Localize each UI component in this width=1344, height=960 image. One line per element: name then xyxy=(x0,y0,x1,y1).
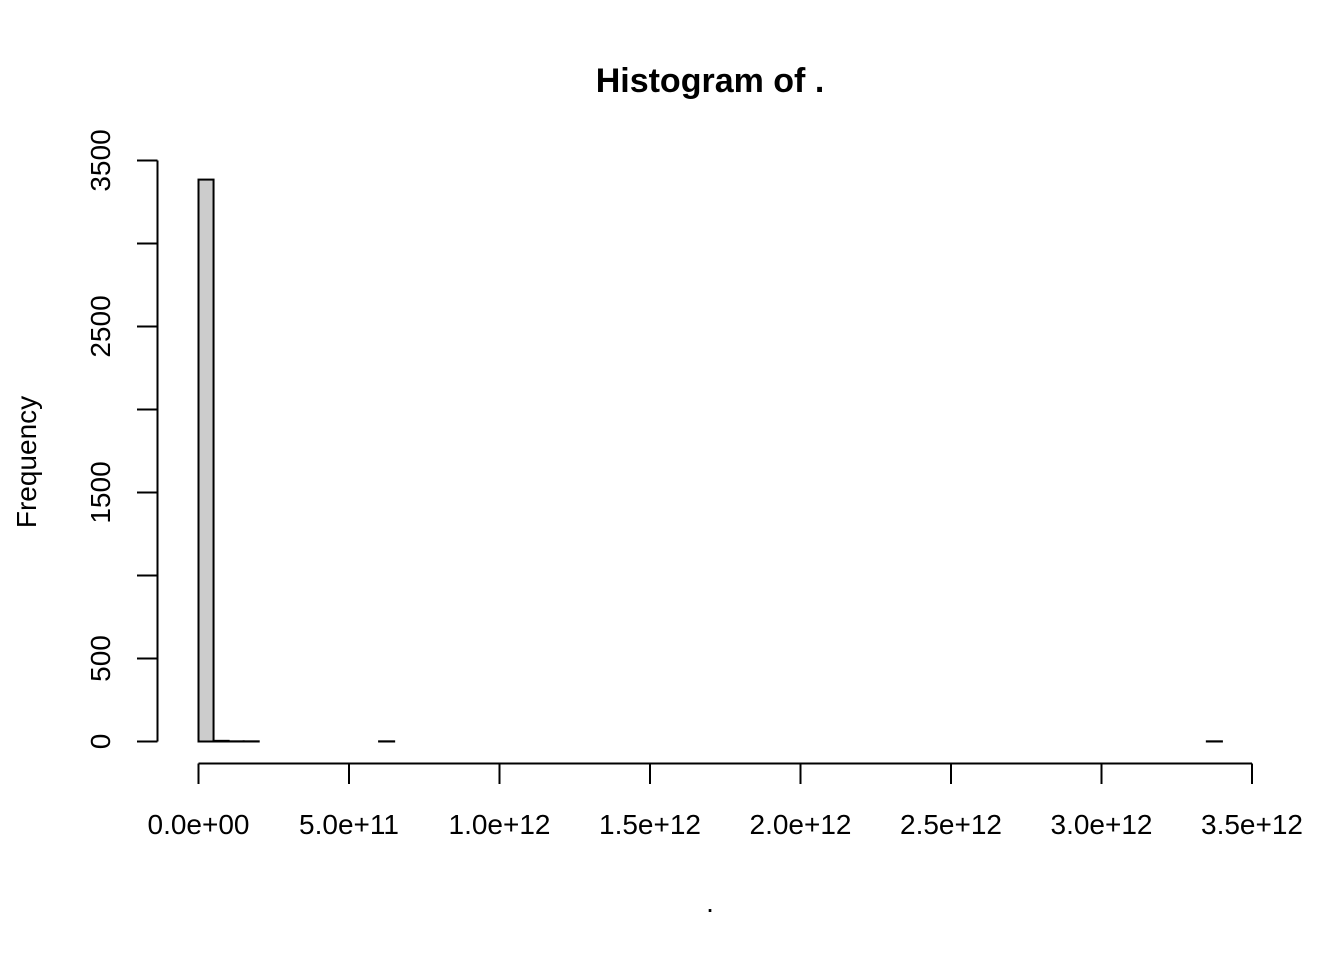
y-tick-label: 500 xyxy=(85,635,116,682)
x-tick-label: 3.5e+12 xyxy=(1201,809,1303,840)
histogram-bar xyxy=(197,178,215,743)
x-axis-label: . xyxy=(706,887,714,918)
y-tick-label: 0 xyxy=(85,734,116,750)
y-tick-label: 1500 xyxy=(85,461,116,523)
x-tick-label: 0.0e+00 xyxy=(148,809,250,840)
y-axis: 0 500 1500 2500 3500 xyxy=(85,129,159,750)
histogram-bars xyxy=(197,178,1223,743)
x-tick-label: 2.0e+12 xyxy=(750,809,852,840)
y-tick-label: 2500 xyxy=(85,295,116,357)
y-tick-label: 3500 xyxy=(85,129,116,191)
x-tick-label: 3.0e+12 xyxy=(1051,809,1153,840)
x-tick-label: 1.0e+12 xyxy=(449,809,551,840)
x-tick-label: 2.5e+12 xyxy=(900,809,1002,840)
histogram-bar xyxy=(212,739,230,743)
y-axis-label: Frequency xyxy=(11,396,42,528)
chart-title: Histogram of . xyxy=(596,62,825,100)
x-tick-label: 1.5e+12 xyxy=(599,809,701,840)
x-tick-label: 5.0e+11 xyxy=(299,809,399,840)
x-axis: 0.0e+00 5.0e+11 1.0e+12 1.5e+12 2.0e+12 2.5e+… xyxy=(148,762,1303,840)
